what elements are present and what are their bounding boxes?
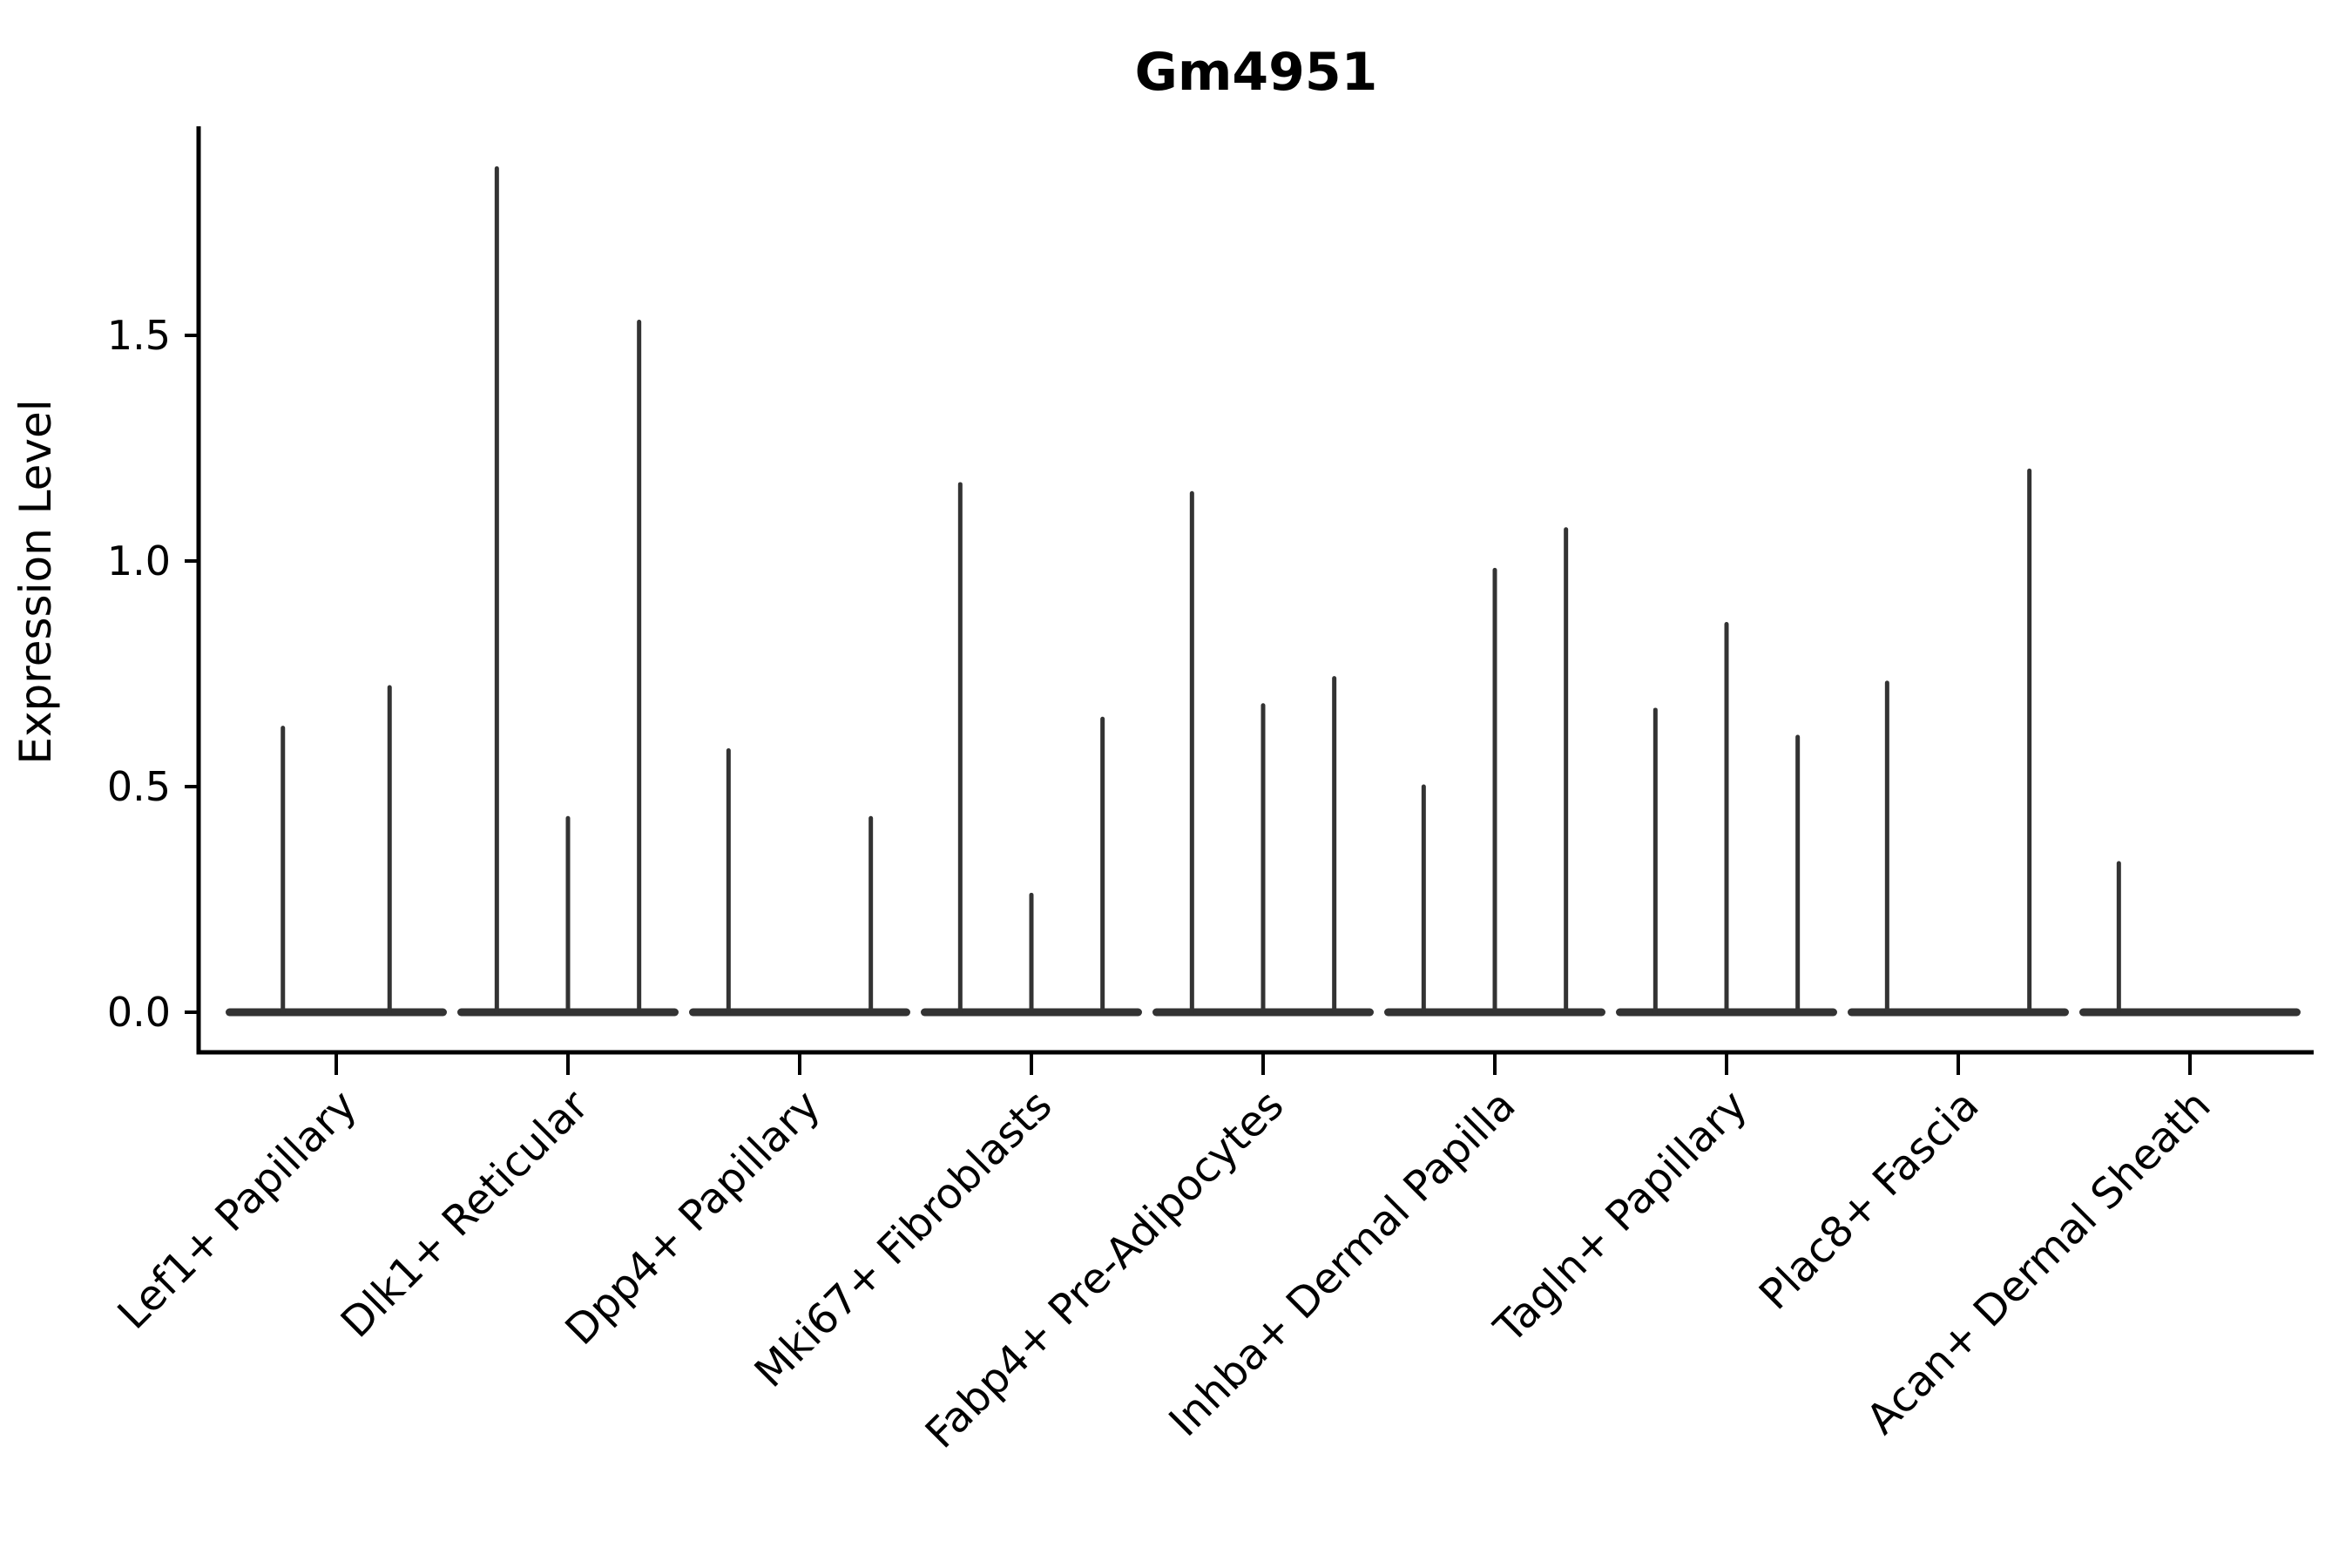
y-tick-label: 1.5: [107, 312, 171, 359]
y-axis-label: Expression Level: [10, 399, 61, 764]
x-tick-label: Lef1+ Papillary: [109, 1081, 367, 1339]
y-tick-label: 0.0: [107, 989, 171, 1036]
y-tick-label: 0.5: [107, 763, 171, 810]
x-tick-label: Tagln+ Papillary: [1484, 1081, 1756, 1353]
violins-layer: [226, 166, 2301, 1017]
plot-title: Gm4951: [1135, 42, 1378, 103]
axes-layer: 0.0 0.5 1.0 1.5: [107, 126, 2314, 1075]
y-tick-label: 1.0: [107, 537, 171, 585]
x-tick-label: Dlk1+ Reticular: [332, 1081, 598, 1348]
x-tick-label: Dpp4+ Papillary: [556, 1081, 829, 1355]
x-tick-label: Plac8+ Fascia: [1750, 1081, 1989, 1320]
